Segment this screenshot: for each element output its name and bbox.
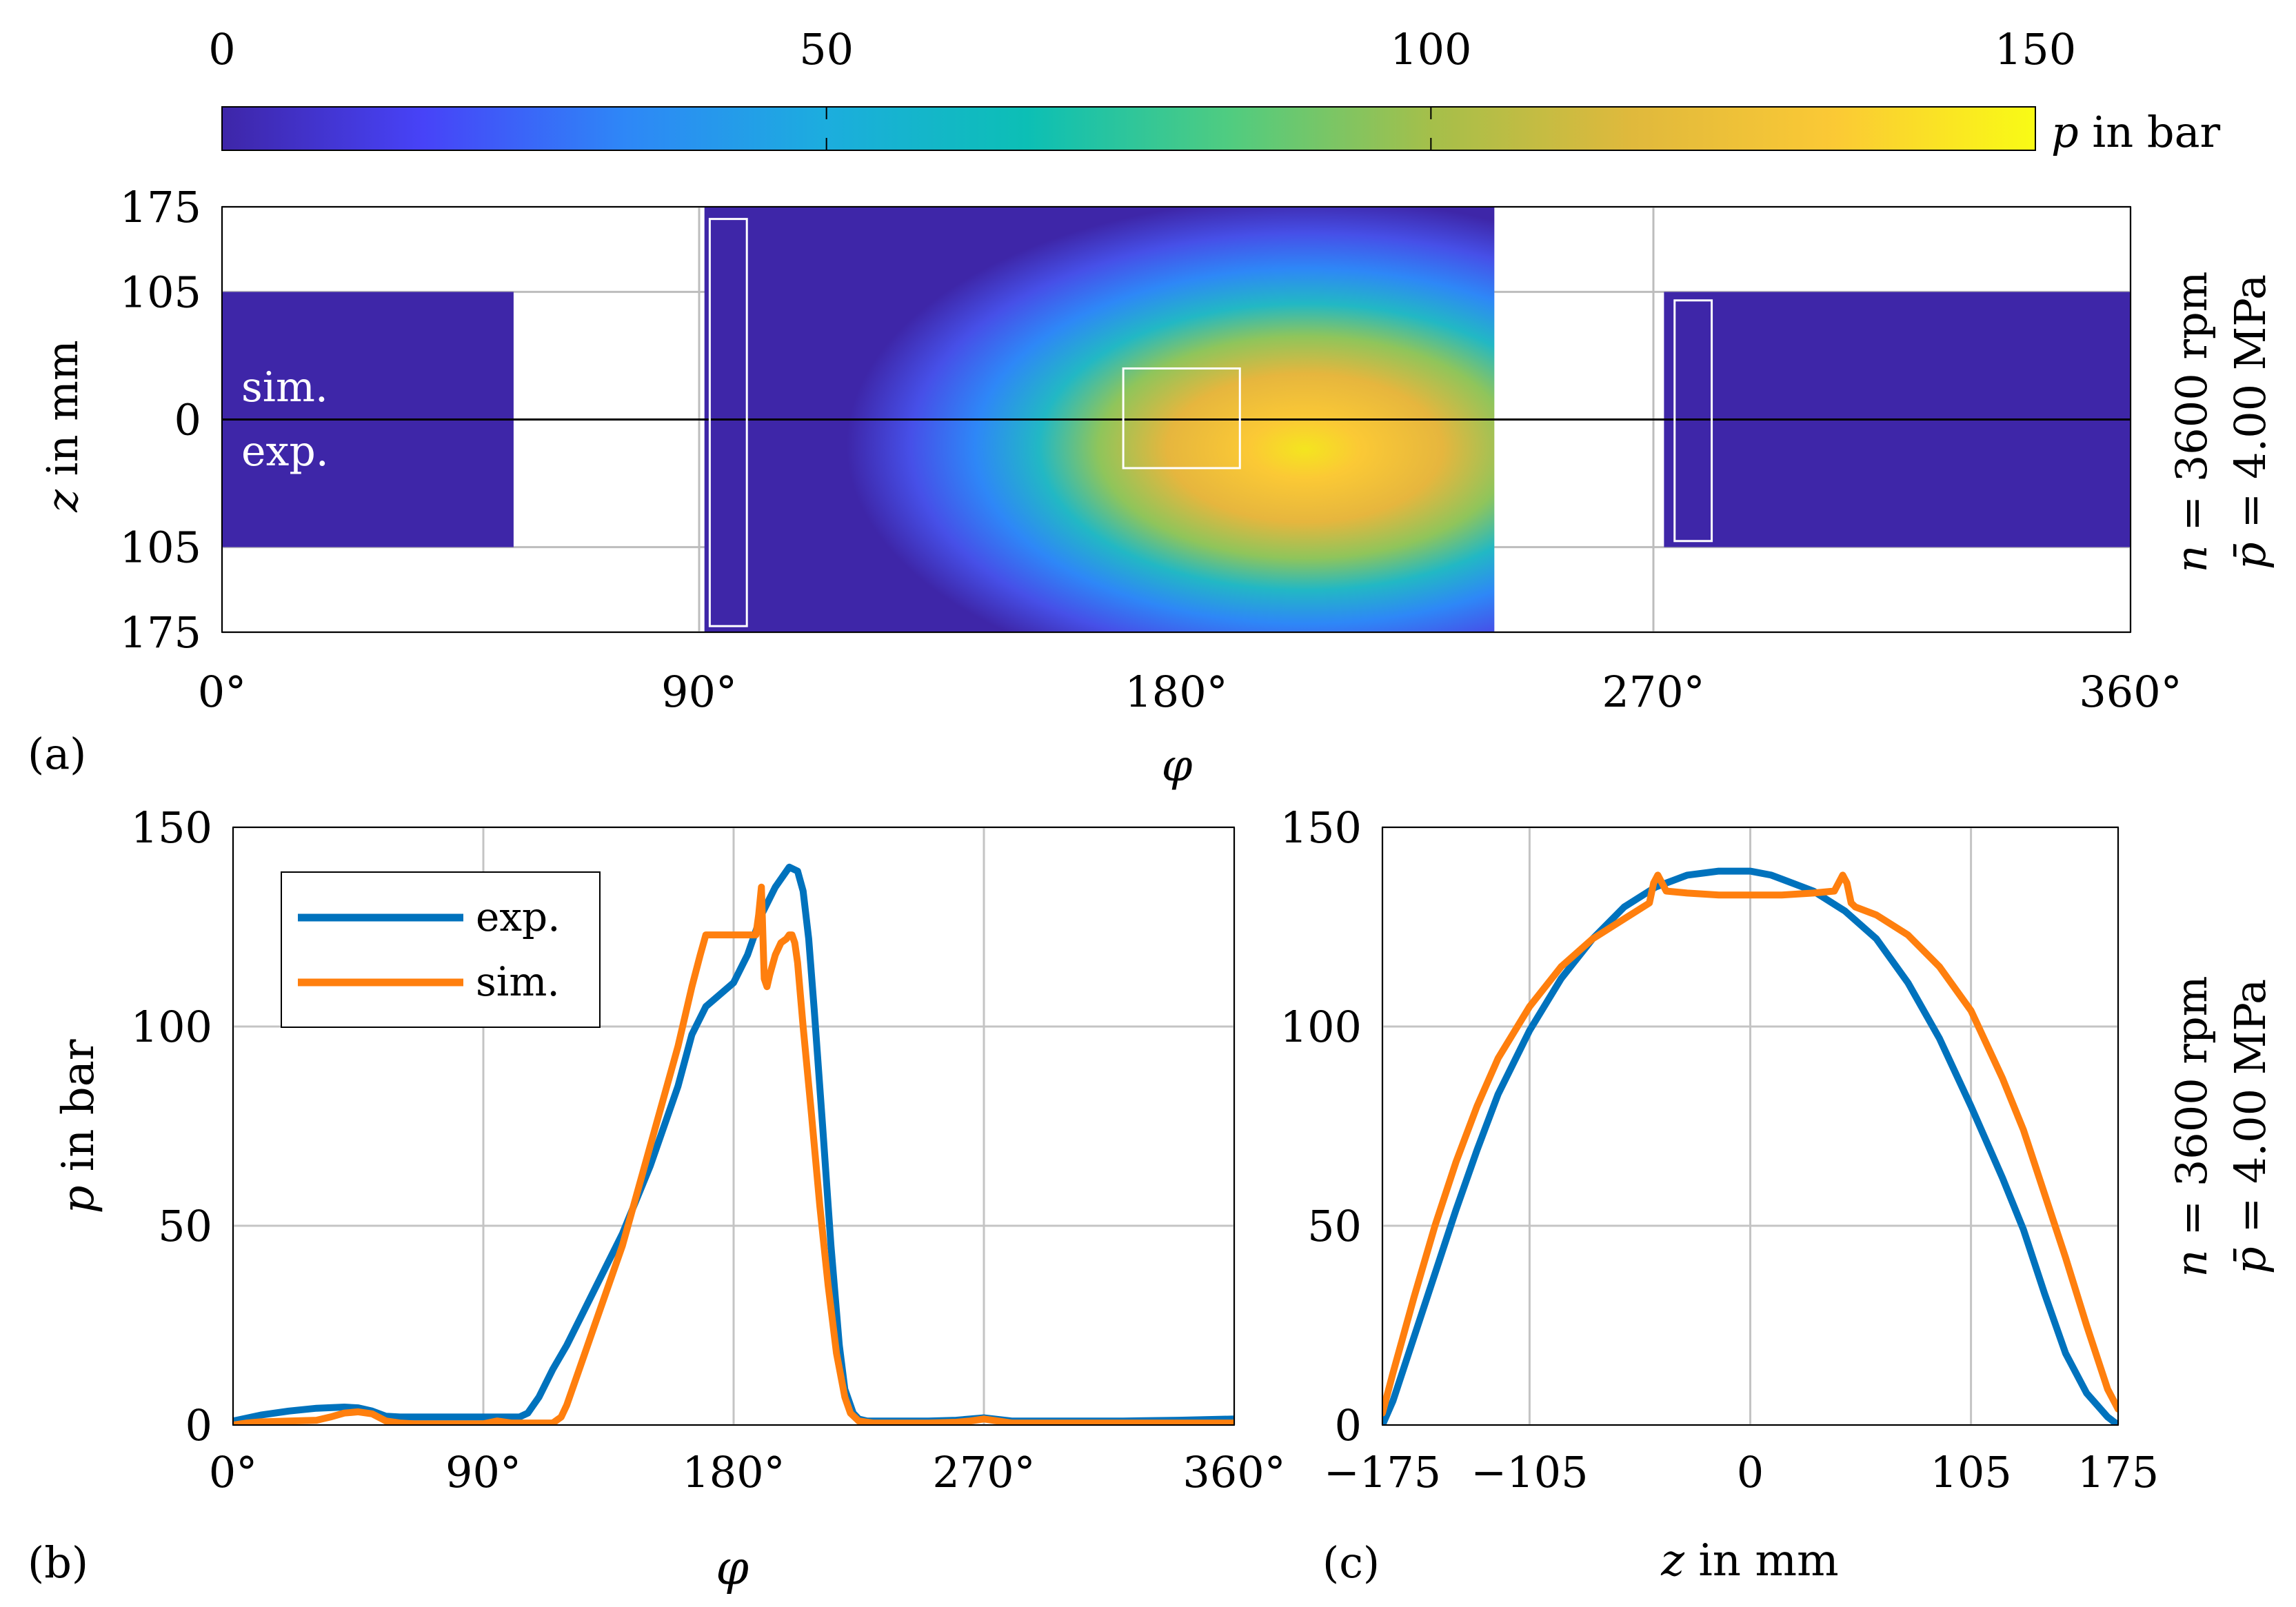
- panel-b-x-axis-label: φ: [716, 1542, 749, 1596]
- panel-a-marked-region: [1673, 299, 1713, 543]
- panel-c-grid: [1381, 826, 2119, 1426]
- panel-b-axes-frame: [232, 827, 1235, 1426]
- panel-c-x-tick-label: −175: [1324, 1447, 1441, 1497]
- colorbar-label: p in bar: [2051, 107, 2221, 157]
- panel-a-y-axis-label: z in mm: [37, 340, 88, 512]
- panel-a-operating-point-pressure: p̄ = 4.00 MPa: [2225, 274, 2275, 569]
- panel-b-y-tick-labels: 0 50 100 150: [131, 802, 212, 1451]
- panel-b-y-tick-label: 0: [185, 1400, 212, 1451]
- panel-a-y-tick-labels: 175 105 0 105 175: [120, 182, 201, 658]
- panel-b-x-tick-label: 270°: [932, 1447, 1035, 1497]
- colorbar-tick-label: 150: [1995, 24, 2076, 74]
- panel-a-x-axis-label: φ: [1162, 740, 1193, 791]
- panel-c-x-tick-label: 105: [1930, 1447, 2011, 1497]
- panel-b-line-chart: 0° 90° 180° 270° 360° 0 50 100 150 exp. sim. p …: [28, 802, 1286, 1596]
- panel-b-x-tick-label: 90°: [445, 1447, 521, 1497]
- panel-c-x-tick-label: 0: [1737, 1447, 1764, 1497]
- panel-a-operating-point: n = 3600 rpm: [2166, 272, 2217, 573]
- panel-c-y-tick-label: 50: [1307, 1201, 1362, 1251]
- panel-a-y-tick-label: 105: [120, 523, 201, 573]
- panel-c-series: [1382, 867, 2118, 1425]
- colorbar-tick-label: 50: [799, 24, 854, 74]
- colorbar: 0 50 100 150 p in bar: [208, 24, 2220, 157]
- panel-a-x-tick-label: 270°: [1602, 667, 1704, 717]
- panel-b-x-tick-label: 0°: [209, 1447, 257, 1497]
- panel-c-panel-label: (c): [1322, 1537, 1380, 1588]
- panel-a-marked-regions: [708, 218, 1713, 627]
- panel-a-x-tick-label: 360°: [2079, 667, 2182, 717]
- panel-c-x-tick-label: 175: [2077, 1447, 2159, 1497]
- panel-a-marked-region: [1122, 367, 1241, 469]
- panel-c-x-axis-label: z in mm: [1660, 1535, 1838, 1586]
- panel-b-panel-label: (b): [28, 1537, 88, 1588]
- panel-b-x-tick-label: 180°: [682, 1447, 785, 1497]
- panel-a-panel-label: (a): [28, 729, 86, 779]
- panel-a-heatmap: 0° 90° 180° 270° 360° 175 105 0 105 175 sim. exp…: [28, 182, 2275, 791]
- panel-a-axes-frame: [221, 206, 2131, 633]
- panel-b-x-tick-labels: 0° 90° 180° 270° 360°: [209, 1447, 1286, 1497]
- panel-a-y-tick-label: 175: [120, 607, 201, 658]
- panel-a-y-tick-label: 0: [174, 395, 201, 445]
- panel-c-y-tick-labels: 0 50 100 150: [1280, 802, 1362, 1451]
- panel-c-operating-point-pressure: p̄ = 4.00 MPa: [2225, 979, 2275, 1274]
- panel-b-series: [233, 863, 1234, 1425]
- panel-a-exp-label: exp.: [241, 427, 329, 476]
- panel-a-sim-label: sim.: [241, 363, 328, 412]
- panel-c-x-tick-labels: −175 −105 0 105 175: [1324, 1447, 2159, 1497]
- panel-a-x-tick-label: 0°: [198, 667, 246, 717]
- panel-a-x-tick-label: 90°: [661, 667, 737, 717]
- legend-box: [281, 871, 601, 1028]
- colorbar-tick-label: 100: [1390, 24, 1471, 74]
- panel-a-y-tick-label: 175: [120, 182, 201, 232]
- panel-b-legend: exp. sim.: [281, 871, 601, 1028]
- panel-c-operating-point: n = 3600 rpm: [2166, 976, 2217, 1277]
- panel-b-y-axis-label: p in bar: [53, 1039, 104, 1213]
- panel-c-line-chart: −175 −105 0 105 175 0 50 100 150 z in mm (c) n …: [1280, 802, 2275, 1588]
- colorbar-ticks: 0 50 100 150: [208, 24, 2076, 150]
- panel-b-y-tick-label: 50: [158, 1201, 212, 1251]
- panel-c-series-sim: [1382, 871, 2118, 1417]
- panel-c-x-tick-label: −105: [1471, 1447, 1588, 1497]
- panel-c-y-tick-label: 0: [1335, 1400, 1362, 1451]
- legend-label-sim: sim.: [476, 958, 560, 1005]
- panel-a-y-tick-label: 105: [120, 267, 201, 317]
- legend-label-exp: exp.: [476, 893, 561, 940]
- panel-c-y-tick-label: 100: [1280, 1002, 1362, 1052]
- panel-c-axes-frame: [1382, 827, 2119, 1426]
- panel-a-marked-region: [708, 218, 748, 627]
- panel-b-x-tick-label: 360°: [1182, 1447, 1285, 1497]
- panel-a-x-tick-label: 180°: [1125, 667, 1227, 717]
- panel-b-y-tick-label: 150: [131, 802, 212, 853]
- colorbar-bar: [221, 106, 2036, 151]
- panel-b-y-tick-label: 100: [131, 1002, 212, 1052]
- colorbar-tick-label: 0: [208, 24, 235, 74]
- panel-c-y-tick-label: 150: [1280, 802, 1362, 853]
- panel-a-x-tick-labels: 0° 90° 180° 270° 360°: [198, 667, 2182, 717]
- panel-b-series-sim: [233, 883, 1234, 1425]
- panel-c-series-exp: [1382, 867, 2118, 1425]
